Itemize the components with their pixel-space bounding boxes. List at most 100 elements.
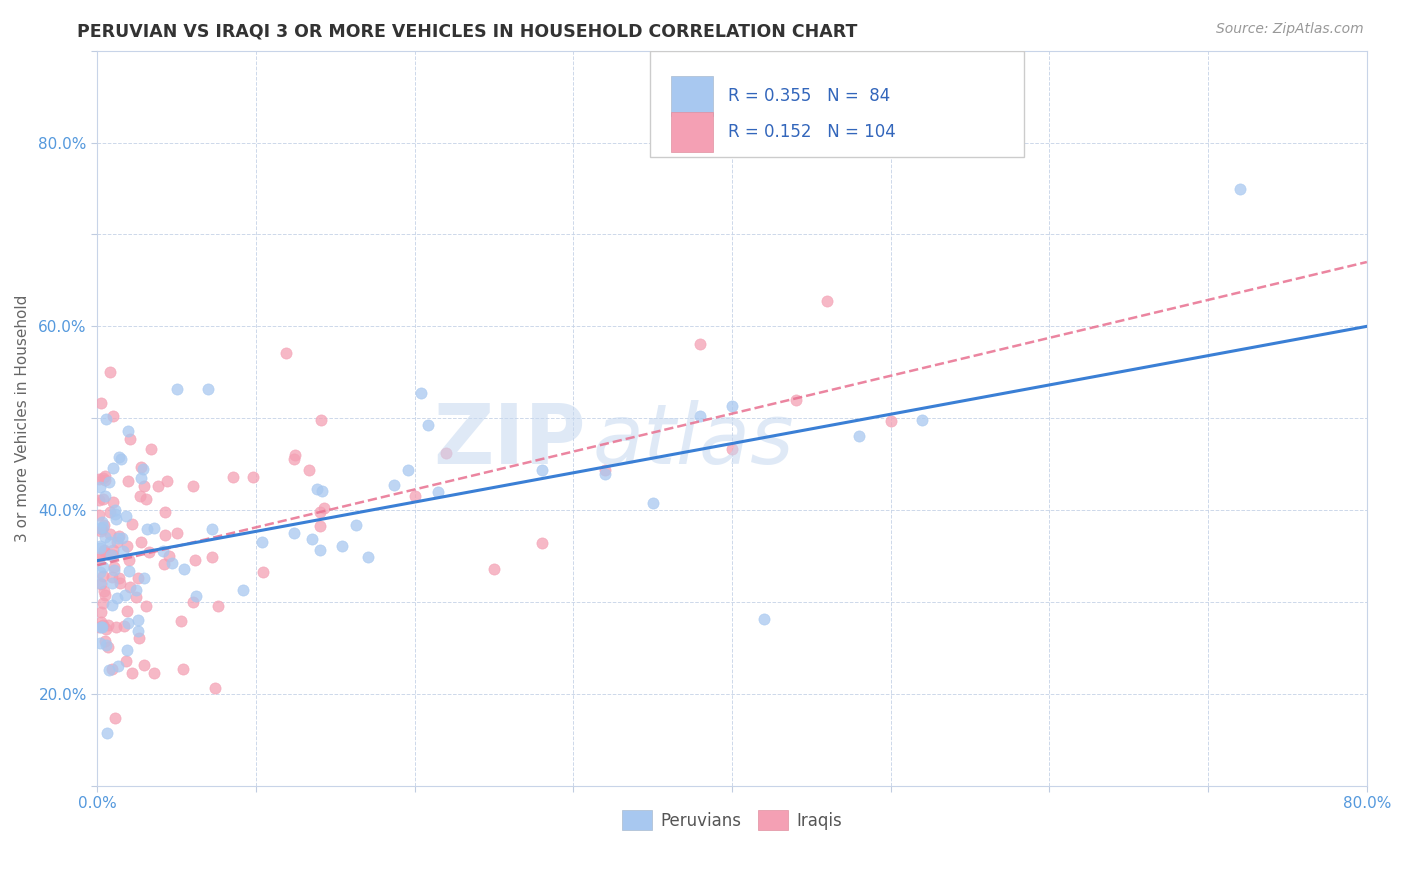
Point (311, 483, 333, 498)
Point (93, 489, 115, 503)
Point (98, 526, 121, 541)
Point (93, 468, 115, 483)
Point (242, 470, 264, 484)
Point (90, 524, 112, 538)
Point (357, 549, 380, 564)
Text: R = 0.152   N = 104: R = 0.152 N = 104 (728, 123, 896, 141)
Point (93, 583, 115, 598)
Point (880, 414, 903, 428)
Point (97, 663, 120, 677)
Point (87, 493, 110, 508)
Point (103, 495, 125, 509)
Point (97, 640, 120, 654)
Point (104, 512, 127, 526)
Point (142, 521, 165, 535)
Point (593, 463, 616, 477)
Point (404, 489, 426, 503)
Point (112, 619, 135, 633)
Point (104, 503, 127, 517)
Bar (671, 112, 713, 152)
Point (207, 599, 229, 613)
Point (309, 543, 332, 558)
Point (87, 508, 110, 522)
Point (689, 336, 711, 351)
Point (166, 382, 188, 396)
Point (101, 409, 124, 423)
Point (197, 382, 219, 396)
Point (111, 531, 134, 545)
Point (101, 461, 124, 475)
Point (98, 475, 121, 490)
Point (848, 429, 870, 443)
Point (94, 638, 117, 652)
Point (301, 533, 323, 547)
Point (110, 576, 132, 591)
Point (90, 620, 112, 634)
Point (111, 543, 134, 558)
Point (309, 505, 332, 519)
Point (121, 516, 143, 531)
Point (307, 482, 329, 496)
Point (125, 582, 148, 597)
Point (98, 548, 121, 562)
Point (118, 580, 141, 594)
Point (143, 666, 166, 681)
Point (90, 605, 112, 619)
Point (98, 535, 121, 549)
Point (117, 424, 139, 438)
Point (89, 565, 111, 579)
Point (344, 518, 367, 533)
Point (222, 470, 245, 484)
Point (91, 520, 114, 534)
Point (274, 346, 297, 360)
Point (416, 418, 439, 433)
FancyBboxPatch shape (650, 51, 1024, 157)
Point (297, 463, 319, 477)
Point (721, 399, 744, 413)
Point (252, 565, 274, 579)
Point (204, 681, 226, 695)
Point (94, 412, 117, 426)
Point (89, 541, 111, 555)
Point (173, 562, 195, 576)
Point (134, 571, 156, 585)
Point (153, 505, 176, 519)
Point (90, 522, 112, 536)
Point (90, 577, 112, 591)
Point (201, 522, 224, 536)
Point (127, 571, 149, 585)
Text: R = 0.355   N =  84: R = 0.355 N = 84 (728, 87, 890, 105)
Point (115, 540, 138, 554)
Point (89, 539, 111, 553)
Point (785, 392, 807, 407)
Y-axis label: 3 or more Vehicles in Household: 3 or more Vehicles in Household (15, 294, 30, 542)
Point (87, 552, 110, 566)
Point (201, 549, 224, 564)
Point (815, 294, 838, 309)
Point (530, 463, 553, 477)
Point (186, 589, 208, 603)
Point (132, 658, 155, 673)
Point (100, 575, 122, 590)
Point (98, 505, 121, 519)
Point (172, 662, 194, 676)
Point (127, 613, 149, 627)
Point (107, 532, 129, 546)
Point (411, 386, 433, 401)
Point (283, 525, 305, 540)
Point (103, 560, 125, 574)
Point (132, 461, 155, 475)
Point (129, 535, 152, 549)
Point (93, 473, 115, 487)
Point (91, 471, 114, 485)
Point (141, 442, 163, 456)
Point (382, 477, 405, 491)
Point (160, 556, 183, 570)
Point (89, 575, 111, 590)
Point (138, 545, 160, 559)
Point (641, 496, 664, 510)
Point (114, 509, 136, 524)
Point (181, 595, 204, 609)
Point (115, 643, 138, 657)
Point (283, 452, 305, 467)
